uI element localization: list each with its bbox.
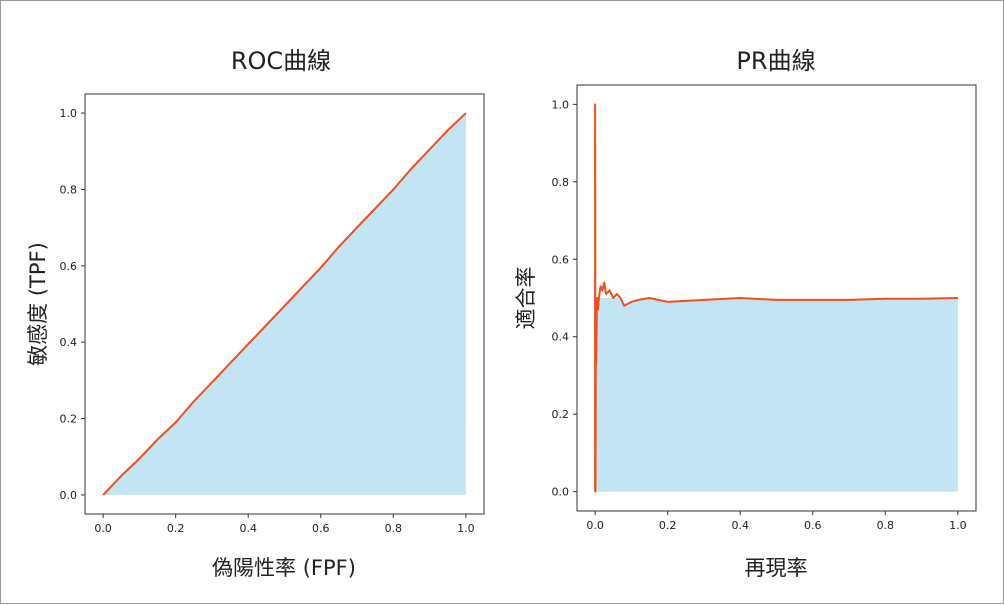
roc-y-tick-label: 1.0 bbox=[60, 107, 78, 120]
roc-plot-area bbox=[84, 93, 485, 515]
pr-x-tick-label: 1.0 bbox=[949, 519, 967, 532]
pr-y-tick-label: 0.4 bbox=[552, 331, 570, 344]
pr-x-tick-label: 0.0 bbox=[586, 519, 604, 532]
roc-title: ROC曲線 bbox=[231, 47, 331, 75]
pr-area-fill bbox=[596, 298, 958, 492]
pr-y-tick-label: 0.2 bbox=[552, 408, 570, 421]
pr-x-ticks: 0.0 0.2 0.4 0.6 0.8 1.0 bbox=[586, 511, 967, 532]
pr-y-tick-label: 0.0 bbox=[552, 486, 570, 499]
roc-y-tick-label: 0.4 bbox=[60, 336, 78, 349]
roc-x-tick-label: 0.8 bbox=[385, 522, 403, 535]
roc-x-tick-label: 0.6 bbox=[312, 522, 330, 535]
pr-x-tick-label: 0.8 bbox=[877, 519, 895, 532]
pr-x-tick-label: 0.4 bbox=[731, 519, 749, 532]
roc-x-ticks: 0.0 0.2 0.4 0.6 0.8 1.0 bbox=[94, 514, 475, 535]
roc-x-tick-label: 0.2 bbox=[167, 522, 185, 535]
pr-chart: PR曲線 0.0 0.2 0.4 0.6 0.8 1.0 0.0 0.2 0.4 0.6 0.8 1… bbox=[514, 47, 977, 580]
roc-y-tick-label: 0.8 bbox=[60, 183, 78, 196]
pr-x-tick-label: 0.2 bbox=[659, 519, 677, 532]
pr-y-tick-label: 0.6 bbox=[552, 253, 570, 266]
pr-y-tick-label: 1.0 bbox=[552, 98, 570, 111]
pr-y-tick-label: 0.8 bbox=[552, 176, 570, 189]
roc-y-axis-label: 敏感度 (TPF) bbox=[26, 242, 50, 366]
pr-x-axis-label: 再現率 bbox=[745, 556, 808, 580]
roc-curve bbox=[102, 112, 467, 496]
pr-x-tick-label: 0.6 bbox=[804, 519, 822, 532]
roc-y-tick-label: 0.6 bbox=[60, 260, 78, 273]
pr-plot-area bbox=[576, 84, 977, 512]
pr-y-ticks: 0.0 0.2 0.4 0.6 0.8 1.0 bbox=[552, 98, 577, 499]
roc-area-fill bbox=[103, 113, 466, 495]
roc-y-tick-label: 0.0 bbox=[60, 489, 78, 502]
roc-x-axis-label: 偽陽性率 (FPF) bbox=[212, 556, 356, 580]
pr-title: PR曲線 bbox=[736, 47, 815, 75]
pr-curve bbox=[594, 103, 958, 493]
roc-y-tick-label: 0.2 bbox=[60, 413, 78, 426]
roc-x-tick-label: 0.0 bbox=[94, 522, 112, 535]
roc-x-tick-label: 0.4 bbox=[239, 522, 257, 535]
roc-chart: ROC曲線 0.0 0.2 0.4 0.6 0.8 1.0 0.0 0.2 0.4 0.6 0.8… bbox=[26, 47, 485, 580]
roc-x-tick-label: 1.0 bbox=[457, 522, 475, 535]
roc-y-ticks: 0.0 0.2 0.4 0.6 0.8 1.0 bbox=[60, 107, 85, 502]
pr-y-axis-label: 適合率 bbox=[514, 267, 538, 330]
